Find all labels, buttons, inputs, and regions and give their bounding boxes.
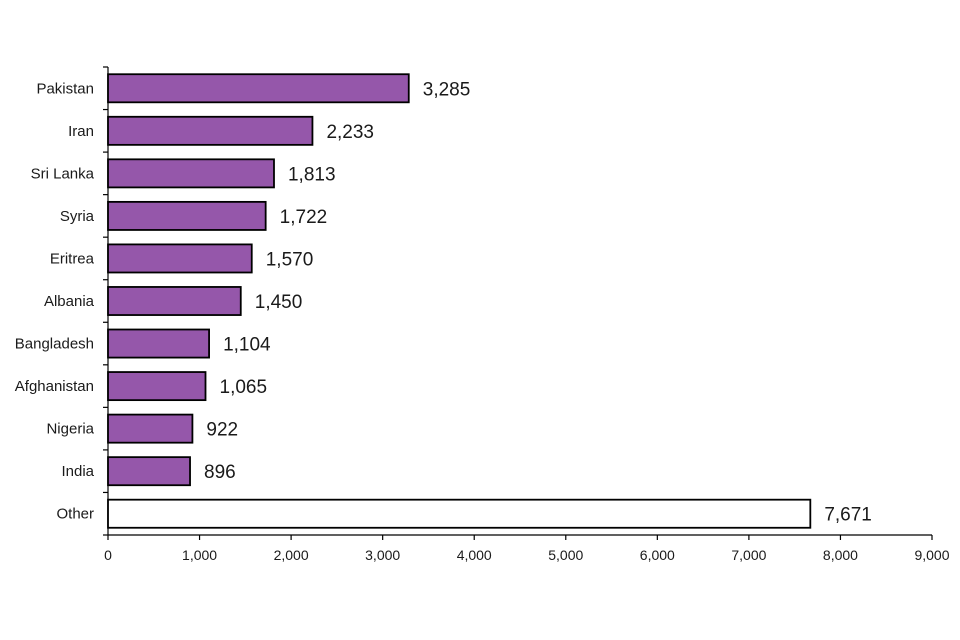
bar-pakistan (107, 73, 410, 104)
data-label: 922 (206, 420, 238, 441)
data-label: 1,450 (255, 292, 303, 313)
category-label: Eritrea (50, 250, 95, 267)
x-tick-label: 0 (104, 547, 112, 563)
bar-albania (107, 286, 242, 316)
bar-nigeria (107, 413, 194, 444)
data-label: 2,233 (326, 122, 374, 143)
category-label: Albania (44, 293, 95, 310)
bar-afghanistan (107, 371, 207, 402)
bar-sri-lanka (107, 158, 275, 189)
data-label: 1,104 (223, 335, 271, 356)
category-label: Pakistan (36, 80, 94, 97)
data-label: 1,570 (266, 249, 314, 270)
data-label: 1,722 (280, 207, 328, 228)
x-tick-label: 1,000 (182, 547, 217, 563)
category-label: Iran (68, 123, 94, 140)
bar-bangladesh (107, 328, 210, 359)
bars (107, 73, 812, 529)
bar-india (107, 456, 191, 487)
category-label: Afghanistan (15, 378, 94, 395)
x-tick-label: 9,000 (914, 547, 949, 563)
data-label: 3,285 (423, 79, 471, 100)
x-tick-label: 3,000 (365, 547, 400, 563)
category-label: Nigeria (46, 421, 94, 438)
data-label: 1,813 (288, 164, 336, 185)
data-label: 896 (204, 462, 236, 483)
x-tick-label: 8,000 (823, 547, 858, 563)
bar-syria (107, 200, 267, 231)
x-tick-label: 5,000 (548, 547, 583, 563)
category-label: India (61, 463, 94, 480)
data-label: 7,671 (824, 505, 872, 526)
x-tick-label: 6,000 (640, 547, 675, 563)
x-tick-label: 2,000 (274, 547, 309, 563)
category-label: Syria (60, 208, 95, 225)
x-tick-label: 4,000 (457, 547, 492, 563)
labels: 0 1,000 2,000 3,000 4,000 5,000 6,000 7,000 8,00… (15, 79, 950, 563)
category-label: Bangladesh (15, 336, 94, 353)
data-label: 1,065 (220, 377, 268, 398)
bar-eritrea (107, 243, 253, 274)
bar-iran (107, 115, 314, 146)
x-tick-label: 7,000 (731, 547, 766, 563)
bar-other (107, 498, 812, 529)
category-label: Sri Lanka (31, 165, 95, 182)
category-label: Other (56, 506, 94, 523)
